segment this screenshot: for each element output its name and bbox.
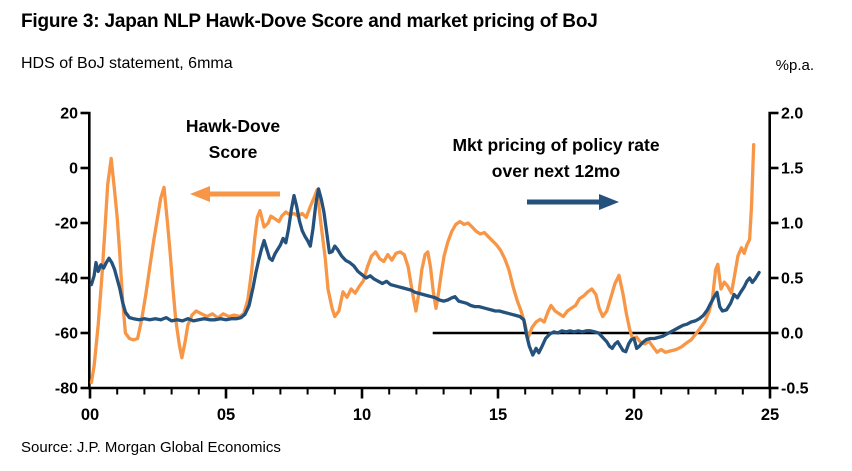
y-right-tick-label: 2.0: [781, 106, 803, 123]
y-right-tick-label: 1.0: [781, 216, 803, 233]
x-tick-label: 25: [761, 406, 779, 424]
y-left-tick-label: -80: [55, 381, 78, 398]
y-left-tick-label: 20: [60, 106, 78, 123]
annotation-mkt-pricing-line1: Mkt pricing of policy rate: [452, 135, 660, 155]
x-tick-label: 00: [81, 406, 99, 424]
x-tick-label: 20: [625, 406, 643, 424]
annotation-mkt-pricing-line2: over next 12mo: [491, 161, 621, 181]
source-note: Source: J.P. Morgan Global Economics: [21, 439, 281, 456]
market-pricing-line: [89, 187, 761, 357]
y-right-tick-label: 1.5: [781, 161, 803, 178]
y-left-tick-label: -40: [55, 271, 78, 288]
hds-line: [89, 142, 756, 385]
annotation-hawk-dove-line2: Score: [208, 142, 258, 162]
x-tick-label: 10: [353, 406, 371, 424]
annotation-mkt-pricing: Mkt pricing of policy rate over next 12m…: [408, 132, 704, 184]
annotation-hawk-dove-line1: Hawk-Dove: [185, 116, 281, 136]
left-axis-title: HDS of BoJ statement, 6mma: [21, 55, 233, 72]
x-tick-label: 15: [489, 406, 507, 424]
figure-title: Figure 3: Japan NLP Hawk-Dove Score and …: [21, 11, 598, 32]
y-left-tick-label: -60: [55, 326, 78, 343]
mkt-pricing-arrow-head: [599, 194, 619, 210]
y-right-tick-label: -0.5: [781, 381, 809, 398]
x-tick-label: 05: [217, 406, 235, 424]
y-right-tick-label: 0.5: [781, 271, 803, 288]
hawk-dove-score-arrow-head: [190, 186, 210, 202]
y-left-tick-label: -20: [55, 216, 78, 233]
y-left-tick-label: 0: [69, 161, 78, 178]
y-right-tick-label: 0.0: [781, 326, 803, 343]
annotation-hawk-dove-score: Hawk-Dove Score: [123, 113, 343, 165]
right-axis-unit-label: %p.a.: [775, 57, 814, 74]
